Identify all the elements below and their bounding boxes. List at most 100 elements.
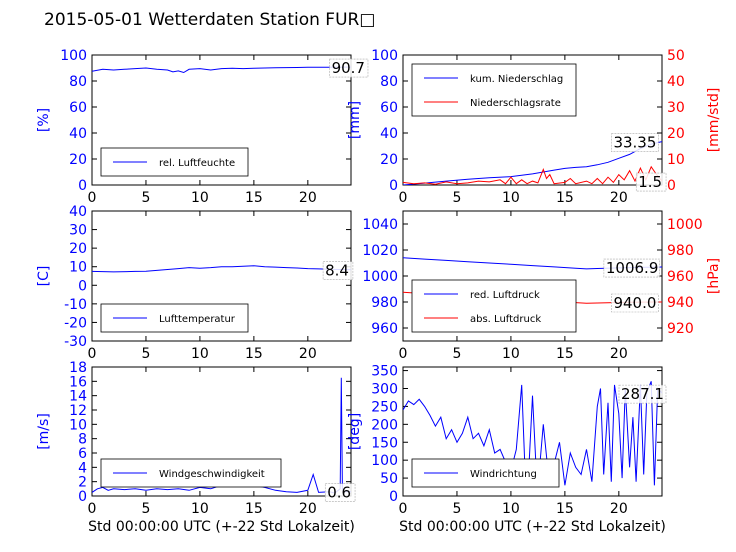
legend-box [411,63,577,117]
y-tick-label: 40 [69,126,87,142]
x-tick-label: 5 [452,501,461,517]
panel-humidity: 0 5 10 15 20 0 20 40 60 80 100 [%] rel. Luftfeuchte 9… [36,48,369,206]
y-tick-label: 250 [371,399,398,415]
y-tick-label: 150 [371,435,398,451]
x-tick-label: 5 [141,501,150,517]
y-right-tick-label: 10 [667,152,685,168]
value-label-box [329,58,369,78]
x-tick-label: 15 [245,190,263,206]
legend-box [411,279,577,333]
y-tick-label: 8 [78,432,87,448]
series-line-kum-niederschlag [403,141,662,185]
series-line-lufttemperatur [92,265,351,273]
legend-label: Windgeschwindigkeit [159,469,265,480]
y-axis-label: [C] [36,266,52,287]
y-axis-label: [mm] [347,101,363,139]
legend-label: kum. Niederschlag [470,74,563,85]
y-axis-label: [deg] [347,413,363,450]
x-tick-label: 0 [399,501,408,517]
y-tick-label: 80 [69,74,87,90]
legend-label: Lufttemperatur [159,314,236,325]
panel-pressure: 0 5 10 15 20 960 980 1000 1020 1040 920 940 960 980 10… [362,210,722,362]
value-label: 1006.9 [606,259,659,277]
y-tick-label: 2 [78,475,87,491]
series-line-windrichtung [403,381,662,486]
legend-label: Niederschlagsrate [470,98,561,109]
y-right-tick-label: 40 [667,74,685,90]
y-tick-label: 0 [78,178,87,194]
y-tick-label: -20 [64,315,87,331]
x-axis-label: Std 00:00:00 UTC (+-22 Std Lokalzeit) [88,519,355,535]
x-tick-label: 20 [610,346,628,362]
x-tick-label: 0 [88,501,97,517]
value-label-box [611,293,659,313]
y-right-tick-label: 20 [667,126,685,142]
x-tick-label: 15 [245,346,263,362]
y-tick-label: 10 [69,260,87,276]
y-tick-label: 100 [371,48,398,64]
series-line-rel-luftfeuchte [92,66,351,74]
legend-label: rel. Luftfeuchte [159,158,235,169]
legend-label: red. Luftdruck [470,290,540,301]
y-tick-label: 200 [371,417,398,433]
y-tick-label: 14 [69,389,87,405]
x-tick-label: 15 [245,501,263,517]
x-tick-label: 10 [191,190,209,206]
y-tick-label: 4 [78,460,87,476]
y-tick-label: 100 [371,453,398,469]
x-tick-label: 20 [610,501,628,517]
y-tick-label: 350 [371,364,398,380]
y-tick-label: 80 [380,74,398,90]
x-tick-label: 10 [191,346,209,362]
y-tick-label: 6 [78,446,87,462]
y-tick-label: 60 [380,100,398,116]
y-right-axis-label: [hPa] [706,258,722,294]
value-label: 33.35 [613,134,656,152]
x-tick-label: 0 [399,190,408,206]
y-axis-label: [m/s] [36,413,52,450]
y-tick-label: 980 [371,295,398,311]
y-tick-label: 16 [69,374,87,390]
y-right-tick-label: 0 [667,178,676,194]
x-tick-label: 5 [452,190,461,206]
value-label-box [618,384,667,404]
plot-frame [402,54,663,186]
value-label-box [603,258,660,278]
x-tick-label: 20 [299,501,317,517]
x-tick-label: 0 [399,346,408,362]
x-tick-label: 10 [502,346,520,362]
legend-label: abs. Luftdruck [470,314,541,325]
x-tick-label: 20 [610,190,628,206]
y-tick-label: 12 [69,403,87,419]
x-tick-label: 5 [141,190,150,206]
value-label: 1.5 [638,173,662,191]
y-tick-label: 30 [69,223,87,239]
y-right-tick-label: 1000 [667,217,703,233]
x-tick-label: 5 [141,346,150,362]
y-tick-label: 300 [371,382,398,398]
y-right-axis-label: [mm/std] [706,88,722,153]
x-tick-label: 15 [556,501,574,517]
y-tick-label: -10 [64,297,87,313]
series-line-niederschlagsrate [403,165,662,185]
y-right-tick-label: 50 [667,48,685,64]
y-right-tick-label: 960 [667,269,694,285]
y-tick-label: 40 [380,126,398,142]
y-tick-label: 50 [380,471,398,487]
y-tick-label: 20 [380,152,398,168]
x-tick-label: 0 [88,346,97,362]
x-tick-label: 10 [191,501,209,517]
y-tick-label: 100 [60,48,87,64]
y-tick-label: -30 [64,334,87,350]
value-label: 287.1 [621,385,664,403]
y-tick-label: 1020 [362,243,398,259]
value-label-box [322,261,354,280]
y-right-tick-label: 30 [667,100,685,116]
value-label: 0.6 [327,484,351,502]
plot-frame [402,366,663,497]
x-tick-label: 0 [88,190,97,206]
y-tick-label: 20 [69,152,87,168]
x-tick-label: 20 [299,346,317,362]
